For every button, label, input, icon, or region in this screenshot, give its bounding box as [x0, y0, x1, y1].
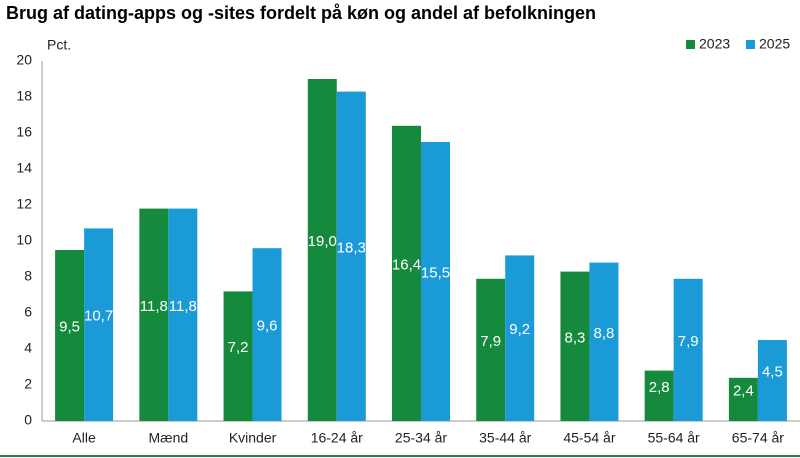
value-label: 15,5: [421, 264, 450, 281]
value-label: 4,5: [762, 363, 783, 380]
value-label: 9,5: [59, 318, 80, 335]
legend-swatch: [686, 40, 695, 49]
value-label: 11,8: [140, 298, 168, 315]
value-label: 7,9: [678, 333, 699, 350]
x-tick-label: 16-24 år: [311, 430, 363, 446]
legend-label: 2023: [699, 36, 730, 52]
y-tick-label: 2: [24, 376, 32, 392]
bar: [139, 208, 169, 421]
value-label: 7,2: [228, 339, 249, 356]
x-tick-label: 45-54 år: [563, 430, 615, 446]
value-label: 18,3: [337, 239, 366, 256]
y-tick-label: 18: [16, 88, 32, 104]
bar: [673, 278, 703, 421]
value-label: 8,3: [565, 329, 586, 346]
y-tick-label: 12: [16, 196, 32, 212]
x-tick-label: Alle: [72, 430, 96, 446]
bar: [644, 370, 674, 421]
x-tick-label: 25-34 år: [395, 430, 447, 446]
bar: [336, 91, 366, 421]
x-tick-label: 65-74 år: [732, 430, 784, 446]
bar: [757, 340, 787, 421]
y-tick-label: 14: [16, 160, 32, 176]
legend-label: 2025: [759, 36, 790, 52]
x-tick-label: 55-64 år: [648, 430, 700, 446]
x-tick-label: Mænd: [148, 430, 188, 446]
bar: [476, 278, 506, 421]
bar: [223, 291, 253, 421]
bar: [55, 250, 85, 421]
bar: [168, 208, 198, 421]
y-tick-label: 6: [24, 304, 32, 320]
value-label: 2,8: [649, 379, 670, 396]
bar: [307, 79, 337, 421]
value-label: 2,4: [733, 382, 754, 399]
value-label: 19,0: [308, 233, 337, 250]
y-tick-label: 0: [24, 412, 32, 428]
bar: [252, 248, 282, 421]
y-tick-label: 8: [24, 268, 32, 284]
value-label: 10,7: [84, 308, 113, 325]
value-label: 11,8: [169, 298, 197, 315]
y-axis-label: Pct.: [47, 37, 71, 53]
x-tick-label: 35-44 år: [479, 430, 531, 446]
bar: [421, 142, 450, 421]
y-tick-label: 20: [16, 52, 32, 68]
value-label: 7,9: [480, 333, 501, 350]
bar: [392, 125, 421, 422]
bar: [589, 262, 619, 421]
value-label: 8,8: [594, 325, 615, 342]
chart-title: Brug af dating-apps og -sites fordelt på…: [6, 3, 596, 23]
x-tick-label: Kvinder: [229, 430, 277, 446]
bar: [560, 271, 590, 421]
y-tick-label: 16: [16, 124, 32, 140]
bar: [84, 228, 114, 421]
y-tick-label: 10: [16, 232, 32, 248]
bar: [728, 377, 758, 421]
legend-swatch: [746, 40, 755, 49]
value-label: 16,4: [392, 256, 421, 273]
value-label: 9,6: [257, 318, 278, 335]
bar: [505, 255, 535, 421]
y-tick-label: 4: [24, 340, 32, 356]
value-label: 9,2: [509, 321, 530, 338]
